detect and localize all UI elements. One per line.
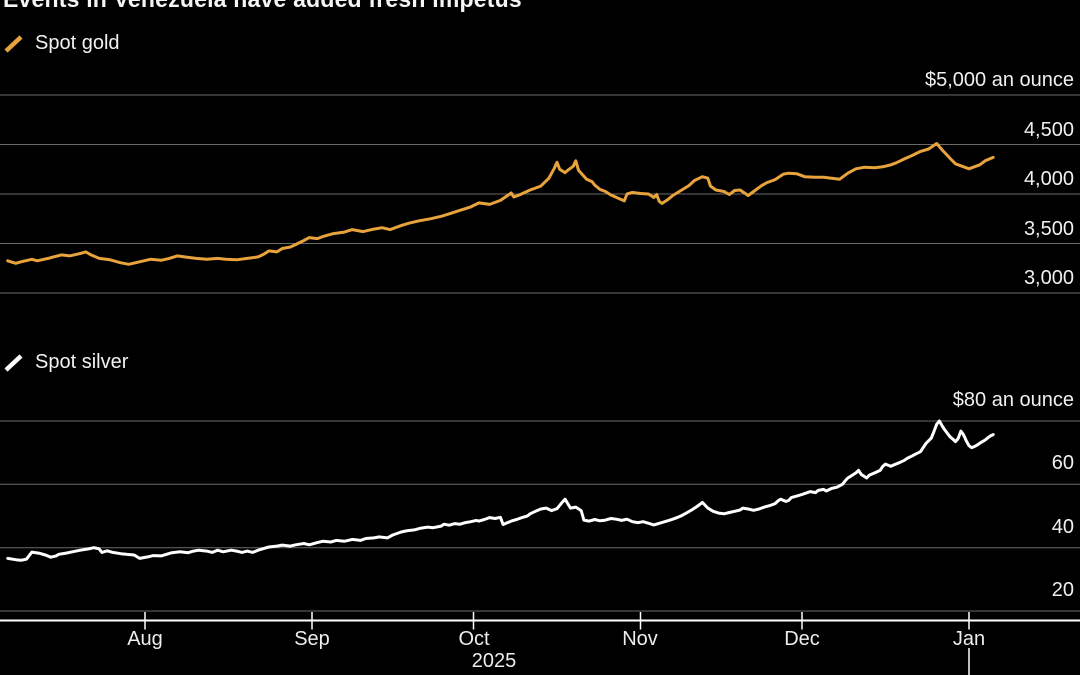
gold-legend-label: Spot gold bbox=[35, 32, 120, 54]
silver-axis-label-60: 60 bbox=[1051, 452, 1074, 474]
x-tick-label-nov: Nov bbox=[622, 628, 658, 650]
gold-axis-label-3000: 3,000 bbox=[1023, 267, 1074, 289]
gold-axis-label-5000: $5,000 an ounce bbox=[924, 69, 1074, 91]
x-tick-label-sep: Sep bbox=[294, 628, 330, 650]
gold-line-swatch-icon bbox=[4, 34, 23, 53]
gold-axis-label-4500: 4,500 bbox=[1023, 119, 1074, 141]
gold-axis-label-4000: 4,000 bbox=[1023, 168, 1074, 190]
gold-axis-label-3500: 3,500 bbox=[1023, 218, 1074, 240]
x-tick-label-aug: Aug bbox=[127, 628, 163, 650]
gold-legend: Spot gold bbox=[4, 32, 120, 55]
x-axis-year-label: 2025 bbox=[471, 650, 517, 672]
silver-legend: Spot silver bbox=[4, 351, 128, 374]
x-tick-label-dec: Dec bbox=[784, 628, 820, 650]
chart-title: Events in Venezuela have added fresh imp… bbox=[3, 0, 522, 12]
gold-price-line bbox=[6, 142, 995, 266]
silver-axis-label-40: 40 bbox=[1051, 516, 1074, 538]
x-tick-label-oct: Oct bbox=[458, 628, 490, 650]
silver-price-line bbox=[6, 419, 995, 562]
silver-axis-label-20: 20 bbox=[1051, 579, 1074, 601]
silver-line-swatch-icon bbox=[4, 353, 23, 372]
silver-axis-label-80: $80 an ounce bbox=[952, 389, 1074, 411]
silver-legend-label: Spot silver bbox=[35, 351, 129, 373]
x-tick-label-jan: Jan bbox=[952, 628, 986, 650]
